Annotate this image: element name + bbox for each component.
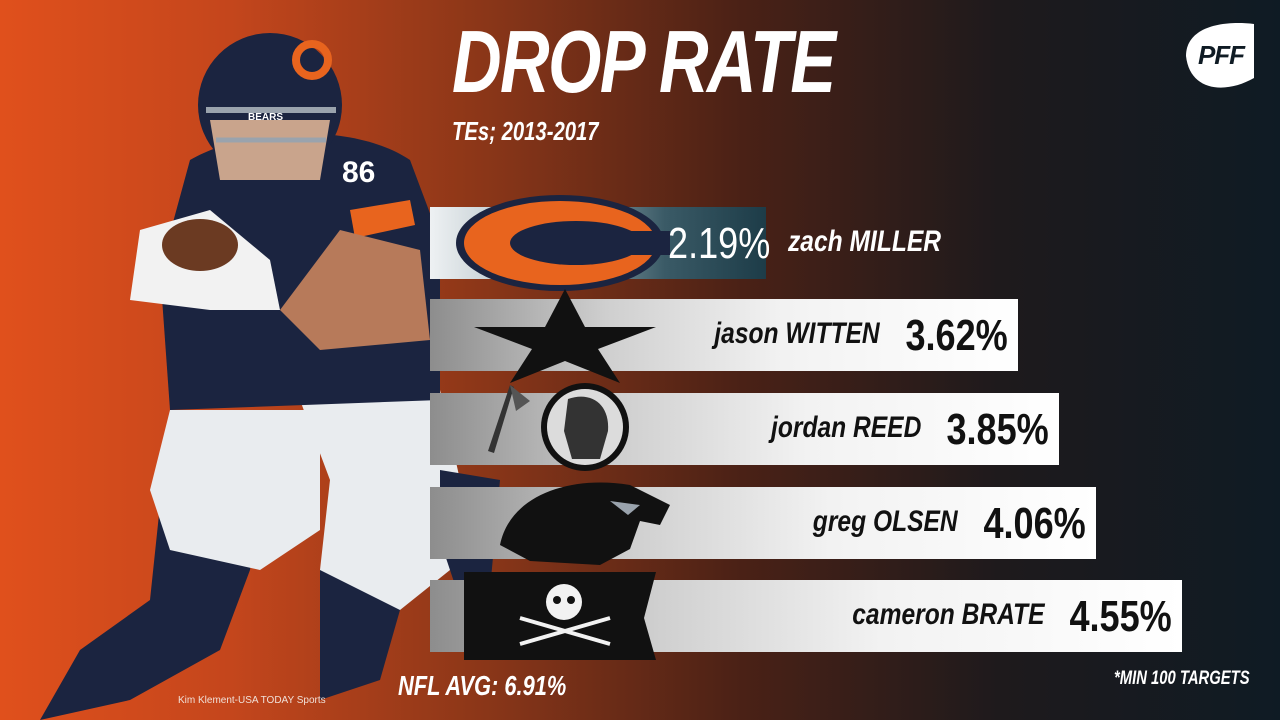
bar-row-2: jason WITTEN 3.62%	[430, 289, 1018, 383]
bar-value: 2.19%	[668, 219, 771, 268]
bar-row-4: greg OLSEN 4.06%	[430, 482, 1096, 565]
redskins-logo-icon	[488, 383, 629, 471]
chart-subtitle: TEs; 2013-2017	[452, 116, 599, 146]
bar-value: 4.06%	[983, 499, 1086, 548]
bar-row-1: 2.19%	[430, 195, 770, 291]
bar-label: jordan REED	[770, 411, 921, 444]
bar-label: cameron BRATE	[851, 598, 1044, 631]
bar-row-3: jordan REED 3.85%	[430, 383, 1059, 471]
pff-logo-text: PFF	[1197, 40, 1245, 70]
bar-value: 3.85%	[946, 405, 1049, 454]
chart-title: DROP RATE	[452, 12, 836, 111]
bar-value: 3.62%	[905, 311, 1008, 360]
photo-credit: Kim Klement-USA TODAY Sports	[178, 695, 326, 706]
nfl-average-label: NFL AVG: 6.91%	[398, 670, 567, 701]
footnote: *MIN 100 TARGETS	[1114, 668, 1250, 689]
panthers-logo-icon	[500, 482, 670, 565]
bar-label: jason WITTEN	[714, 317, 880, 350]
buccaneers-flag-icon	[464, 572, 656, 660]
jersey-number: 86	[342, 156, 375, 189]
bar-label: zach MILLER	[788, 225, 942, 258]
bar-mark	[430, 393, 1059, 465]
pff-logo-icon	[1186, 23, 1254, 88]
bar-label: greg OLSEN	[813, 505, 958, 538]
bears-logo-icon	[456, 195, 670, 291]
cowboys-star-icon	[474, 289, 656, 383]
bar-row-5: cameron BRATE 4.55%	[430, 572, 1182, 660]
player-photo: BEARS 86	[40, 33, 500, 720]
bar-value: 4.55%	[1069, 592, 1172, 641]
helmet-text: BEARS	[248, 112, 283, 123]
